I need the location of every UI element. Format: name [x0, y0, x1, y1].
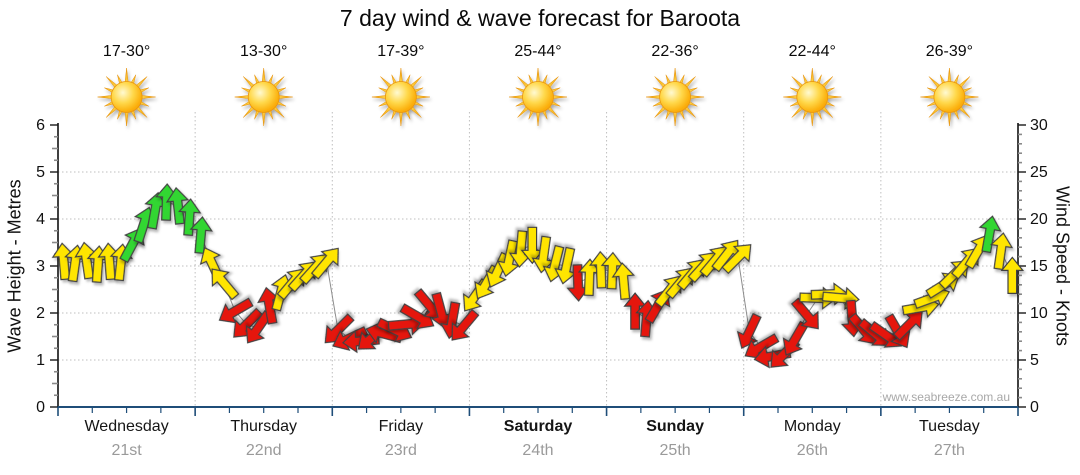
sun-icon: [783, 67, 842, 127]
left-axis-tick-label: 1: [36, 352, 45, 369]
watermark: www.seabreeze.com.au: [882, 390, 1010, 404]
wind-arrow: [189, 216, 213, 254]
day-date-label: 27th: [933, 442, 965, 459]
sun-icon: [508, 67, 568, 127]
temperature-range-label: 22-44°: [788, 43, 836, 60]
day-name-label: Saturday: [503, 418, 573, 435]
day-date-label: 25th: [659, 442, 691, 459]
wind-arrow: [451, 308, 480, 341]
sun-icon: [234, 67, 293, 127]
wind-arrow: [611, 262, 636, 300]
left-axis-tick-label: 6: [36, 117, 45, 134]
wind-arrow: [310, 247, 339, 280]
left-axis-tick-label: 2: [36, 305, 45, 322]
left-axis-tick-label: 4: [36, 211, 45, 228]
temperature-range-label: 17-39°: [377, 43, 425, 60]
left-axis-tick-label: 3: [36, 258, 45, 275]
temperature-range-label: 22-36°: [651, 43, 699, 60]
day-date-label: 23rd: [384, 442, 417, 459]
wind-arrow: [211, 268, 240, 301]
day-name-label: Monday: [783, 418, 841, 435]
sun-icon: [920, 67, 979, 127]
sun-icon: [97, 67, 156, 127]
wind-arrow: [736, 312, 762, 349]
temperature-range-label: 13-30°: [240, 43, 288, 60]
day-name-label: Wednesday: [84, 418, 169, 435]
day-date-label: 21st: [111, 442, 142, 459]
wind-arrow: [721, 244, 752, 275]
right-axis-tick-label: 5: [1030, 352, 1039, 369]
sun-icon: [646, 67, 705, 127]
right-axis-title: Wind Speed - Knots: [1052, 185, 1073, 347]
day-name-label: Tuesday: [919, 418, 980, 435]
wind-arrow: [790, 297, 819, 330]
day-name-label: Sunday: [646, 418, 704, 435]
temperature-range-label: 17-30°: [102, 43, 151, 60]
right-axis-tick-label: 20: [1030, 211, 1048, 228]
right-axis-tick-label: 10: [1030, 305, 1048, 322]
wind-arrow: [978, 215, 1002, 254]
temperature-range-label: 26-39°: [925, 43, 974, 60]
day-date-label: 24th: [522, 442, 554, 459]
right-axis-tick-label: 25: [1030, 164, 1048, 181]
wind-arrow: [165, 186, 190, 225]
chart-title: 7 day wind & wave forecast for Baroota: [339, 5, 741, 31]
left-axis-title: Wave Height - Metres: [4, 179, 25, 353]
day-date-label: 22nd: [245, 442, 282, 459]
wind-arrow: [177, 198, 202, 236]
wind-arrow: [1000, 256, 1025, 294]
right-axis-tick-label: 30: [1030, 117, 1048, 134]
right-axis-tick-label: 15: [1030, 258, 1048, 275]
right-axis-tick-label: 0: [1030, 399, 1039, 416]
wind-arrow: [399, 303, 435, 330]
left-axis-tick-label: 0: [36, 399, 45, 416]
day-name-label: Thursday: [230, 418, 298, 435]
left-axis-tick-label: 5: [36, 164, 45, 181]
wind-arrow: [989, 232, 1014, 271]
day-name-label: Friday: [378, 418, 424, 435]
temperature-range-label: 25-44°: [514, 43, 562, 60]
day-date-label: 26th: [796, 442, 828, 459]
sun-icon: [371, 67, 430, 127]
